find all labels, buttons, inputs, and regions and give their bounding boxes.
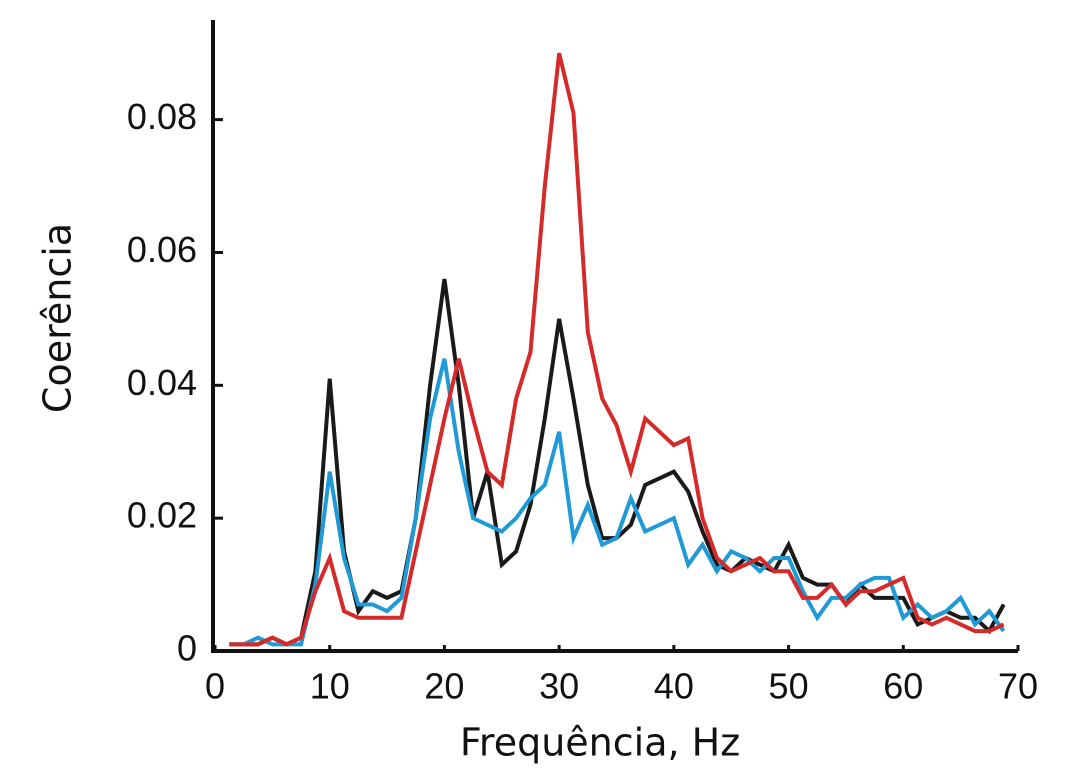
x-tick-label: 40 <box>654 666 694 707</box>
x-tick-label: 0 <box>205 666 225 707</box>
x-tick-label: 60 <box>883 666 923 707</box>
y-tick-label: 0.08 <box>127 96 197 137</box>
y-tick-label: 0.06 <box>127 229 197 270</box>
y-tick-label: 0 <box>177 628 197 669</box>
x-tick-label: 10 <box>310 666 350 707</box>
x-tick-label: 30 <box>539 666 579 707</box>
series-line <box>229 278 1006 647</box>
x-axis-title: Frequência, Hz <box>460 721 740 765</box>
y-tick-label: 0.04 <box>127 362 197 403</box>
x-tick-label: 50 <box>769 666 809 707</box>
y-axis-title: Coerência <box>36 223 80 413</box>
x-tick-label: 70 <box>998 666 1038 707</box>
series-line <box>229 52 1005 647</box>
x-tick-label: 20 <box>424 666 464 707</box>
y-tick-label: 0.02 <box>127 495 197 536</box>
series-line <box>229 358 1006 647</box>
